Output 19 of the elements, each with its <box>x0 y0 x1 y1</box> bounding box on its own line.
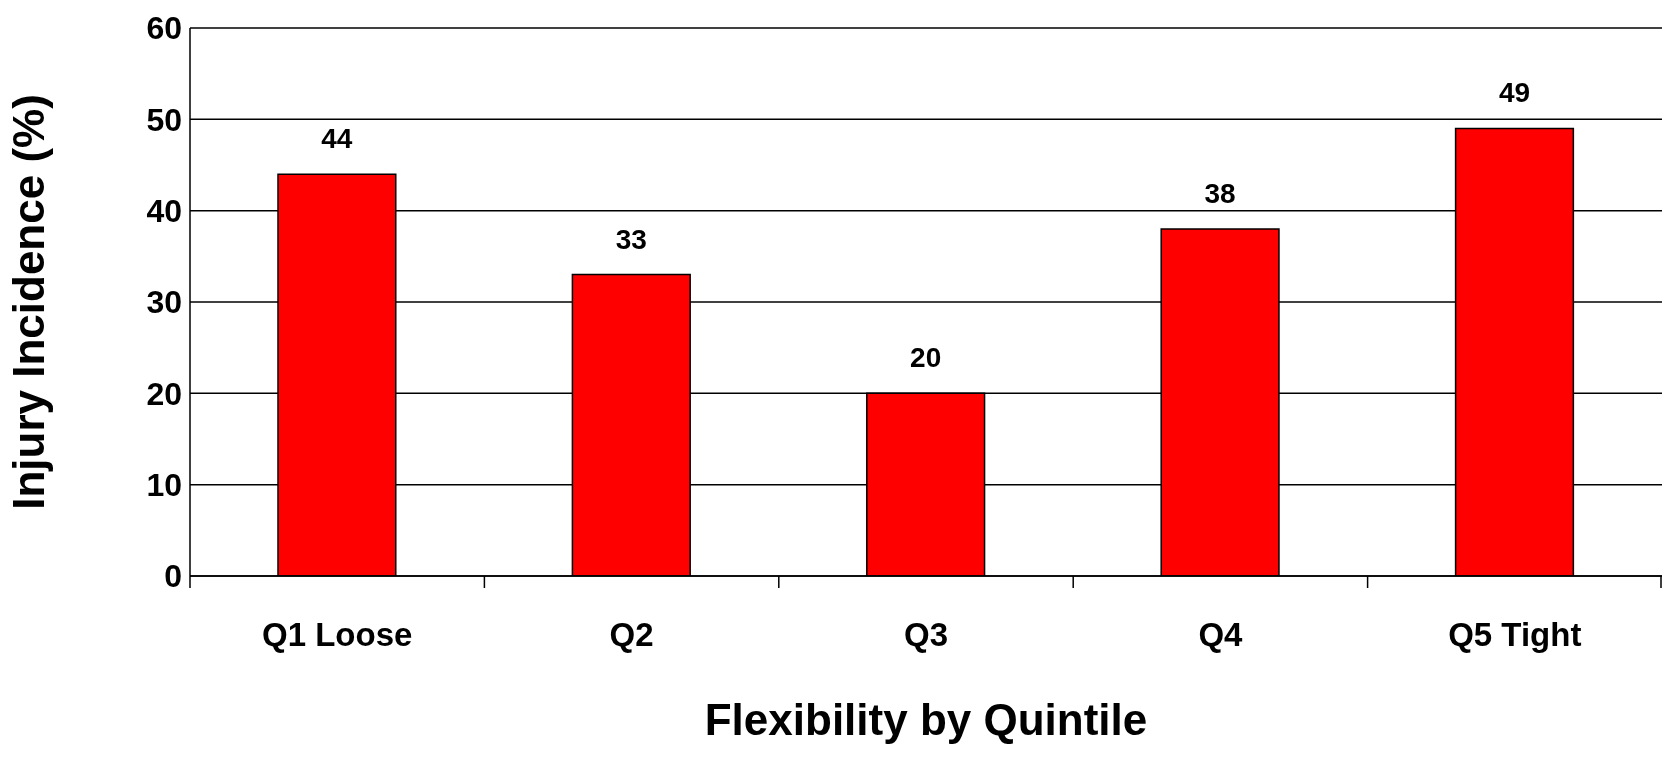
x-tick-label: Q2 <box>609 616 654 653</box>
y-tick-label: 60 <box>146 10 182 47</box>
y-axis-title: Injury Incidence (%) <box>3 94 53 510</box>
x-axis-title: Flexibility by Quintile <box>704 695 1148 744</box>
x-tick-label: Q4 <box>1198 616 1244 653</box>
y-tick-label: 20 <box>146 375 182 412</box>
data-label: 38 <box>1204 177 1236 209</box>
x-tick-label: Q1 Loose <box>262 616 413 653</box>
data-label: 33 <box>615 223 647 255</box>
y-tick-label: 40 <box>146 193 182 230</box>
x-tick-label: Q3 <box>903 616 949 653</box>
data-label: 20 <box>910 342 942 374</box>
y-tick-label: 50 <box>146 101 182 138</box>
data-label: 44 <box>321 123 353 155</box>
y-tick-label: 30 <box>146 284 182 321</box>
x-tick-label: Q5 Tight <box>1448 616 1582 653</box>
y-tick-label: 10 <box>146 467 182 504</box>
data-label: 49 <box>1498 77 1531 109</box>
y-tick-label: 0 <box>164 558 182 595</box>
